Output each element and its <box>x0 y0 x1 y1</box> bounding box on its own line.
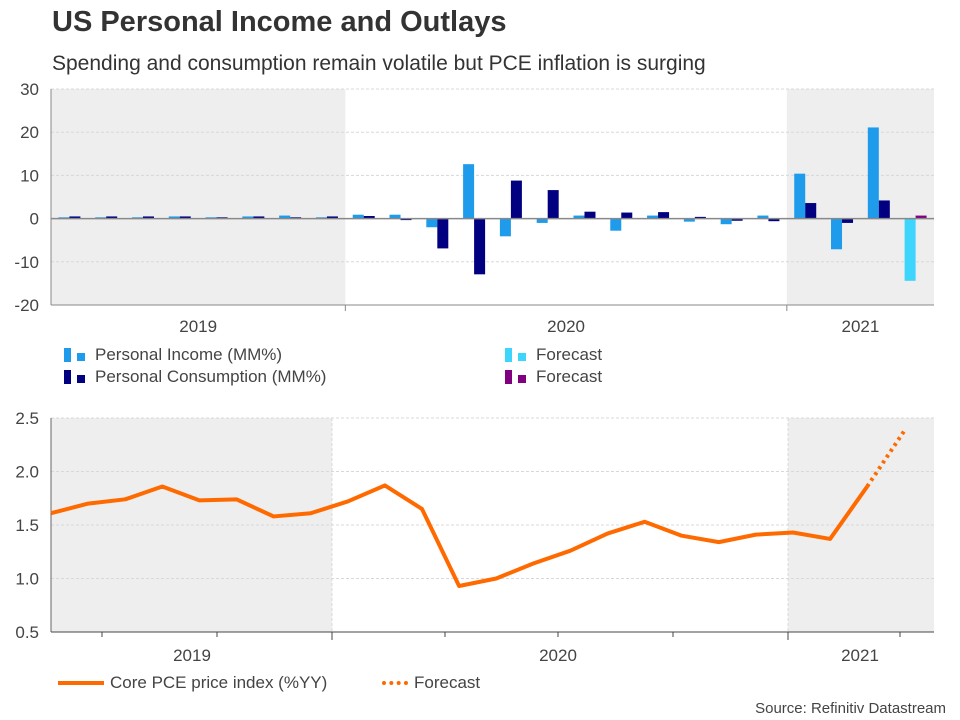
bar-consumption <box>547 190 559 219</box>
y-tick-label: 0 <box>30 210 39 229</box>
legend-income-label: Personal Income (MM%) <box>95 345 283 364</box>
legend-consumption-swatch-small <box>77 375 85 383</box>
bar-consumption <box>621 212 633 219</box>
bar-income <box>279 215 291 219</box>
bar-income <box>647 215 659 219</box>
bar-consumption <box>437 218 449 249</box>
x-year-label: 2019 <box>179 317 217 336</box>
bar-consumption <box>474 218 486 275</box>
bar-income <box>610 218 622 231</box>
bar-consumption-forecast <box>915 215 927 219</box>
bar-consumption <box>878 200 890 219</box>
bar-income <box>867 127 879 219</box>
bar-consumption <box>658 212 670 219</box>
x-year-label: 2020 <box>547 317 585 336</box>
core-pce-line-chart: 2.5 2.0 1.5 1.0 0.5 2019 2020 2021 <box>15 409 934 665</box>
bar-consumption <box>142 216 154 219</box>
bar-income <box>757 215 769 219</box>
y-tick-label: 10 <box>20 166 39 185</box>
bar-income <box>831 218 843 250</box>
bar-consumption <box>694 216 706 219</box>
legend-income-forecast: Forecast <box>505 345 602 365</box>
legend-core-pce: Core PCE price index (%YY) <box>58 673 327 693</box>
y-tick-label: 2.5 <box>15 409 39 428</box>
x-year-label: 2021 <box>842 317 880 336</box>
legend-consumption-forecast-swatch-small <box>518 375 526 383</box>
legend-pce-forecast: Forecast <box>382 673 480 693</box>
bar-income <box>794 173 806 219</box>
source-note: Source: Refinitiv Datastream <box>755 700 946 717</box>
legend-consumption-forecast: Forecast <box>505 367 602 387</box>
y-tick-label: 0.5 <box>15 623 39 642</box>
y-tick-label: 2.0 <box>15 463 39 482</box>
bar-income <box>536 218 548 223</box>
bar-consumption <box>179 216 191 219</box>
legend-income: Personal Income (MM%) <box>64 345 282 365</box>
chart-subtitle: Spending and consumption remain volatile… <box>52 52 706 75</box>
bar-consumption <box>106 216 118 219</box>
bar-income <box>683 218 695 222</box>
legend-consumption: Personal Consumption (MM%) <box>64 367 326 387</box>
y-tick-label: 20 <box>20 123 39 142</box>
legend-pce-forecast-swatch <box>382 681 408 685</box>
bar-consumption <box>326 216 338 219</box>
bar-consumption <box>584 211 596 219</box>
y-tick-label: 1.0 <box>15 570 39 589</box>
core-pce-line <box>50 483 869 588</box>
bar-income <box>242 216 254 219</box>
bar-income <box>463 164 475 219</box>
y-tick-label: 1.5 <box>15 516 39 535</box>
bar-consumption <box>805 203 817 219</box>
bar-income <box>389 214 401 219</box>
bar-income <box>168 216 180 219</box>
bar-consumption <box>768 218 780 222</box>
legend-income-swatch <box>64 348 71 362</box>
bar-income-forecast <box>904 218 916 281</box>
y-tick-label: -20 <box>14 296 39 315</box>
y-tick-label: 30 <box>20 80 39 99</box>
y-tick-label: -10 <box>14 253 39 272</box>
legend-consumption-forecast-swatch <box>505 370 512 384</box>
legend-consumption-swatch <box>64 370 71 384</box>
x-year-label: 2019 <box>173 646 211 665</box>
legend-income-forecast-swatch-small <box>518 353 526 361</box>
bar-consumption <box>69 216 81 219</box>
bar-income <box>720 218 732 225</box>
bar-income <box>573 215 585 219</box>
legend-consumption-forecast-label: Forecast <box>536 367 603 386</box>
x-year-label: 2020 <box>539 646 577 665</box>
bar-consumption <box>253 216 265 219</box>
legend-pce-forecast-label: Forecast <box>414 673 481 692</box>
legend-income-forecast-label: Forecast <box>536 345 603 364</box>
bar-income <box>352 214 364 219</box>
bar-consumption <box>363 216 375 219</box>
shaded-period-0 <box>51 89 346 305</box>
bar-consumption <box>731 218 743 221</box>
bar-income <box>426 218 438 228</box>
legend-income-swatch-small <box>77 353 85 361</box>
legend-income-forecast-swatch <box>505 348 512 362</box>
bar-consumption <box>510 180 522 219</box>
legend-core-pce-label: Core PCE price index (%YY) <box>110 673 328 692</box>
legend-consumption-label: Personal Consumption (MM%) <box>95 367 327 386</box>
bar-income <box>499 218 511 237</box>
income-outlays-bar-chart: 30 20 10 0 -10 -20 2019 2020 2021 <box>14 80 934 336</box>
chart-title: US Personal Income and Outlays <box>52 6 507 38</box>
bar-consumption <box>842 218 854 223</box>
x-year-label: 2021 <box>841 646 879 665</box>
legend-core-pce-swatch <box>58 681 104 685</box>
